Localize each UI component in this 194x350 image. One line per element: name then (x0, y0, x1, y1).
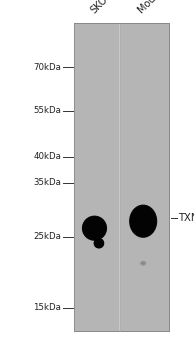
Ellipse shape (87, 221, 102, 235)
Bar (74, 23, 169, 331)
Text: SKOV3: SKOV3 (89, 0, 119, 16)
Ellipse shape (130, 206, 156, 237)
Ellipse shape (134, 210, 152, 232)
Ellipse shape (133, 210, 153, 233)
Ellipse shape (87, 220, 102, 236)
Text: 70kDa: 70kDa (33, 63, 61, 72)
Ellipse shape (86, 219, 103, 237)
Text: 35kDa: 35kDa (33, 178, 61, 187)
Ellipse shape (88, 222, 101, 235)
Text: 25kDa: 25kDa (33, 232, 61, 241)
Bar (74, 23, 169, 331)
Ellipse shape (96, 241, 102, 246)
Ellipse shape (136, 213, 150, 230)
Ellipse shape (96, 240, 102, 246)
Ellipse shape (96, 240, 102, 246)
Ellipse shape (131, 206, 156, 236)
Ellipse shape (84, 218, 105, 238)
Ellipse shape (135, 212, 151, 231)
Text: 40kDa: 40kDa (33, 152, 61, 161)
Ellipse shape (86, 220, 103, 237)
Ellipse shape (94, 238, 104, 248)
Ellipse shape (142, 262, 144, 264)
Ellipse shape (141, 262, 145, 265)
Ellipse shape (130, 205, 157, 237)
Ellipse shape (95, 239, 103, 247)
Ellipse shape (135, 211, 152, 231)
Text: 15kDa: 15kDa (33, 303, 61, 312)
Ellipse shape (84, 218, 105, 239)
Ellipse shape (95, 239, 103, 247)
Ellipse shape (131, 207, 155, 236)
Ellipse shape (95, 239, 103, 247)
Ellipse shape (82, 216, 107, 241)
Ellipse shape (84, 217, 105, 239)
Ellipse shape (88, 222, 101, 235)
Text: 55kDa: 55kDa (33, 106, 61, 115)
Ellipse shape (83, 216, 106, 240)
Ellipse shape (140, 260, 147, 266)
Ellipse shape (87, 220, 102, 236)
Ellipse shape (85, 219, 104, 237)
Ellipse shape (132, 208, 154, 234)
Ellipse shape (94, 238, 104, 248)
Ellipse shape (136, 212, 151, 230)
Ellipse shape (83, 217, 106, 239)
Ellipse shape (96, 240, 102, 246)
Ellipse shape (141, 261, 146, 265)
Bar (121, 23, 169, 331)
Text: TXNL1: TXNL1 (178, 214, 194, 223)
Ellipse shape (132, 209, 154, 234)
Ellipse shape (133, 209, 153, 233)
Ellipse shape (134, 211, 152, 232)
Bar (74, 23, 119, 331)
Ellipse shape (85, 218, 104, 238)
Ellipse shape (94, 239, 103, 248)
Text: Mouse heart: Mouse heart (136, 0, 186, 16)
Ellipse shape (94, 239, 104, 248)
Ellipse shape (140, 261, 146, 266)
Ellipse shape (95, 239, 103, 247)
Ellipse shape (95, 240, 102, 247)
Ellipse shape (96, 240, 102, 246)
Ellipse shape (82, 216, 107, 240)
Ellipse shape (132, 207, 155, 235)
Ellipse shape (129, 204, 157, 238)
Ellipse shape (94, 239, 104, 248)
Ellipse shape (94, 238, 104, 248)
Ellipse shape (141, 261, 145, 265)
Ellipse shape (142, 262, 145, 264)
